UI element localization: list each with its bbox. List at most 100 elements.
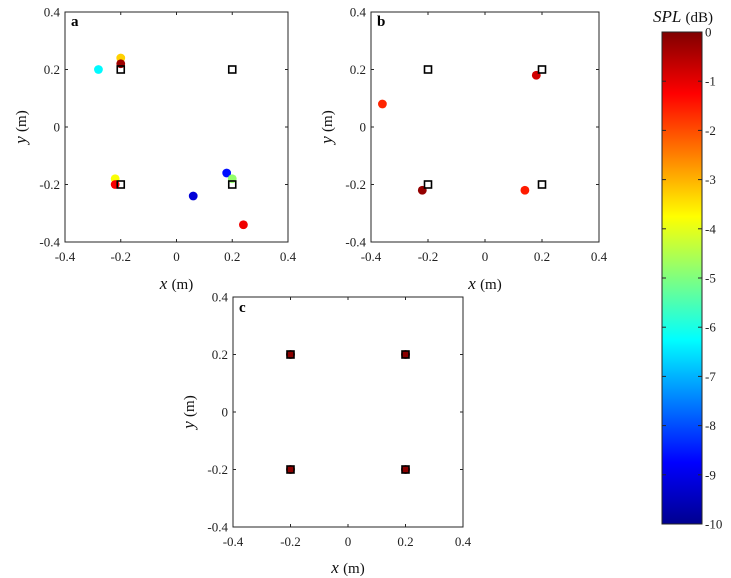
panel-c-estimate-point — [401, 465, 410, 474]
panel-a-x-tick-label: -0.4 — [55, 249, 76, 264]
panel-b-x-tick-label: 0.4 — [591, 249, 608, 264]
panel-b-axes-frame — [370, 11, 600, 243]
panel-c-source-marker — [401, 350, 410, 359]
panel-a-x-label-unit: (m) — [172, 277, 194, 293]
panel-c-x-ticks: -0.4 -0.2 0 0.2 0.4 — [223, 297, 472, 549]
colorbar-ticks: 0 -1 -2 -3 -4 -5 -6 -7 -8 -9 -10 — [662, 25, 722, 532]
panel-a-y-tick-label: -0.2 — [39, 177, 60, 192]
panel-b-source-marker — [537, 180, 547, 189]
panel-b-x-tick-label: 0.2 — [534, 249, 550, 264]
panel-b-letter: b — [377, 14, 385, 30]
colorbar-tick-label: -2 — [705, 123, 716, 138]
panel-a-source-marker — [116, 65, 126, 74]
colorbar-tick-label: 0 — [705, 25, 712, 40]
panel-c-letter: c — [239, 300, 246, 316]
panel-c-x-tick-label: 0 — [345, 534, 352, 549]
panel-b-y-label-unit: (m) — [320, 110, 336, 132]
panel-a-estimate-point — [222, 168, 232, 178]
colorbar-tick-label: -3 — [705, 172, 716, 187]
panel-a-y-label: y (m) — [11, 110, 30, 145]
panel-c-x-label: x (m) — [330, 558, 364, 577]
panel-b-y-tick-label: 0.4 — [350, 5, 367, 20]
panel-a: -0.4 -0.2 0 0.2 0.4 -0.4-0.200.20.4 a x (m) … — [11, 5, 297, 294]
panel-a-estimate-point — [94, 65, 103, 74]
panel-b-estimate-point — [378, 99, 387, 109]
panel-b-y-ticks: -0.4 -0.2 0 0.2 0.4 — [345, 5, 599, 250]
panel-c-y-label-unit: (m) — [182, 395, 198, 417]
panel-c-y-tick-label: -0.2 — [207, 462, 228, 477]
panel-c-y-tick-label: 0 — [222, 405, 229, 420]
colorbar-tick-label: -1 — [705, 74, 716, 89]
panel-a-x-label: x (m) — [159, 274, 193, 293]
panel-a-axes-frame — [64, 11, 289, 243]
panel-c-estimate-point — [401, 350, 410, 359]
colorbar-title-unit: (dB) — [686, 10, 714, 26]
colorbar-tick-label: -9 — [705, 467, 716, 482]
panel-c-x-tick-label: -0.4 — [223, 534, 244, 549]
panel-c-estimate-point — [286, 465, 295, 474]
panel-a-y-tick-label: 0 — [54, 120, 61, 135]
colorbar-title: SPL (dB) — [653, 7, 713, 26]
panel-a-source-marker — [227, 180, 237, 189]
panel-c-y-tick-label: -0.4 — [207, 520, 228, 535]
panel-b-x-ticks: -0.4 -0.2 0 0.2 0.4 — [361, 12, 608, 264]
panel-c-source-marker — [401, 465, 410, 474]
panel-b-y-label-var: y — [317, 136, 336, 146]
panel-b-source-marker — [423, 65, 433, 74]
panel-b-x-label-unit: (m) — [480, 277, 502, 293]
panel-b-y-label: y (m) — [317, 110, 336, 145]
panel-a-x-tick-label: 0 — [173, 249, 180, 264]
panel-b-y-tick-label: -0.4 — [345, 235, 366, 250]
panel-c-y-label: y (m) — [179, 395, 198, 430]
panel-a-y-tick-label: -0.4 — [39, 235, 60, 250]
panel-a-estimate-point — [239, 220, 248, 230]
panel-c-source-marker — [286, 350, 295, 359]
panel-a-y-label-unit: (m) — [14, 110, 30, 132]
panel-c-y-tick-label: 0.4 — [212, 290, 229, 305]
panel-c-y-label-var: y — [179, 421, 198, 431]
panel-b-x-tick-label: 0 — [482, 249, 489, 264]
panel-a-y-ticks: -0.4 -0.2 0 0.2 0.4 — [39, 5, 288, 250]
panel-a-x-ticks: -0.4 -0.2 0 0.2 0.4 — [55, 12, 297, 264]
panel-b-x-tick-label: -0.2 — [418, 249, 439, 264]
panel-b-x-label-var: x — [467, 274, 476, 293]
panel-a-x-tick-label: 0.2 — [224, 249, 240, 264]
colorbar-tick-label: -8 — [705, 418, 716, 433]
panel-b-estimate-point — [417, 185, 427, 195]
panel-a-x-tick-label: 0.4 — [280, 249, 297, 264]
panel-c-estimate-point — [286, 350, 295, 359]
panel-a-x-tick-label: -0.2 — [110, 249, 131, 264]
panel-c-x-label-var: x — [330, 558, 339, 577]
colorbar-tick-label: -10 — [705, 517, 722, 532]
panel-a-letter: a — [71, 14, 79, 30]
panel-b-y-tick-label: -0.2 — [345, 177, 366, 192]
colorbar-title-var: SPL — [653, 7, 681, 26]
colorbar: SPL (dB) 0 -1 -2 -3 -4 -5 -6 -7 -8 -9 -10 — [653, 7, 722, 532]
panel-b-source-marker — [537, 65, 547, 74]
panel-c-axes-frame — [232, 296, 464, 528]
panel-a-y-label-var: y — [11, 136, 30, 146]
panel-a-source-marker — [116, 180, 126, 189]
panel-c: -0.4 -0.2 0 0.2 0.4 -0.4-0.200.20.4 c x (m) … — [179, 290, 472, 578]
colorbar-tick-label: -4 — [705, 221, 716, 236]
panel-b-estimate-point — [531, 70, 541, 80]
panel-c-y-tick-label: 0.2 — [212, 347, 228, 362]
panel-a-sources — [116, 65, 237, 189]
colorbar-tick-label: -7 — [705, 369, 716, 384]
panel-a-x-label-var: x — [159, 274, 168, 293]
panel-a-y-tick-label: 0.2 — [44, 62, 60, 77]
panel-c-source-marker — [286, 465, 295, 474]
panel-c-x-tick-label: 0.2 — [397, 534, 413, 549]
panel-b-x-tick-label: -0.4 — [361, 249, 382, 264]
panel-a-y-tick-label: 0.4 — [44, 5, 61, 20]
panel-b-y-tick-label: 0 — [360, 120, 367, 135]
colorbar-tick-label: -6 — [705, 320, 716, 335]
panel-b-estimate-point — [520, 185, 530, 195]
panel-c-x-tick-label: -0.2 — [280, 534, 301, 549]
panel-c-y-ticks: -0.4 -0.2 0 0.2 0.4 — [207, 290, 463, 535]
panel-c-sources — [286, 350, 410, 474]
panel-b-sources — [423, 65, 547, 189]
panel-b-x-label: x (m) — [467, 274, 501, 293]
panel-c-estimates — [286, 350, 410, 474]
